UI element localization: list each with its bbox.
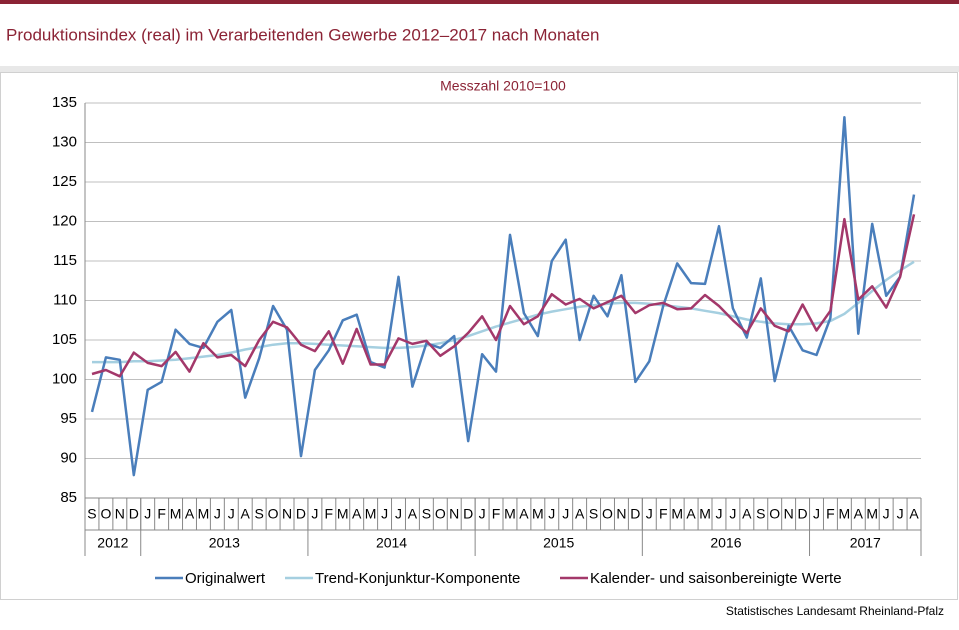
x-tick-label: A	[686, 506, 696, 522]
x-tick-label: D	[463, 506, 473, 522]
x-tick-label: A	[854, 506, 864, 522]
x-tick-label: J	[395, 506, 402, 522]
x-tick-label: A	[575, 506, 585, 522]
x-tick-label: D	[296, 506, 306, 522]
x-tick-label: N	[449, 506, 459, 522]
x-tick-label: J	[813, 506, 820, 522]
x-tick-label: O	[769, 506, 780, 522]
x-tick-label: O	[100, 506, 111, 522]
x-tick-label: J	[646, 506, 653, 522]
x-tick-label: M	[337, 506, 349, 522]
x-tick-label: A	[352, 506, 362, 522]
x-tick-label: F	[325, 506, 334, 522]
x-tick-label: J	[479, 506, 486, 522]
x-tick-label: S	[589, 506, 598, 522]
top-bar	[0, 0, 959, 4]
x-tick-label: J	[214, 506, 221, 522]
x-tick-label: S	[422, 506, 431, 522]
x-tick-label: J	[548, 506, 555, 522]
legend-label: Trend-Konjunktur-Komponente	[315, 570, 520, 587]
x-tick-label: J	[144, 506, 151, 522]
x-tick-label: A	[909, 506, 919, 522]
year-label: 2015	[543, 535, 574, 551]
x-tick-label: S	[254, 506, 263, 522]
y-tick-label: 110	[53, 291, 77, 308]
x-tick-label: M	[365, 506, 377, 522]
y-tick-label: 90	[60, 449, 77, 466]
x-tick-label: A	[185, 506, 195, 522]
y-tick-label: 130	[52, 133, 77, 150]
y-tick-label: 85	[60, 489, 77, 506]
x-tick-label: O	[435, 506, 446, 522]
x-tick-label: J	[228, 506, 235, 522]
x-tick-label: M	[839, 506, 851, 522]
y-tick-label: 105	[52, 331, 77, 348]
series-line	[91, 214, 916, 378]
chart-frame	[0, 72, 958, 600]
chart-subtitle: Messzahl 2010=100	[440, 78, 566, 94]
x-tick-label: O	[602, 506, 613, 522]
chart-title: Produktionsindex (real) im Verarbeitende…	[6, 25, 600, 44]
year-label: 2016	[710, 535, 741, 551]
y-tick-label: 135	[52, 94, 77, 111]
x-tick-label: J	[715, 506, 722, 522]
x-tick-label: M	[170, 506, 182, 522]
year-label: 2012	[97, 535, 128, 551]
year-label: 2013	[209, 535, 240, 551]
y-tick-label: 115	[53, 252, 77, 269]
x-tick-label: D	[630, 506, 640, 522]
source: Statistisches Landesamt Rheinland-Pfalz	[726, 604, 944, 618]
x-tick-label: S	[756, 506, 765, 522]
x-tick-label: A	[408, 506, 418, 522]
year-label: 2014	[376, 535, 407, 551]
separator	[0, 66, 959, 72]
x-tick-label: F	[492, 506, 501, 522]
legend-label: Kalender- und saisonbereinigte Werte	[590, 570, 842, 587]
x-tick-label: J	[562, 506, 569, 522]
x-tick-label: M	[198, 506, 210, 522]
x-tick-label: F	[157, 506, 166, 522]
x-tick-label: N	[616, 506, 626, 522]
y-tick-label: 120	[52, 212, 77, 229]
x-tick-label: A	[241, 506, 251, 522]
x-tick-label: M	[699, 506, 711, 522]
x-tick-label: N	[784, 506, 794, 522]
x-tick-label: M	[866, 506, 878, 522]
legend-label: Originalwert	[185, 570, 266, 587]
series-line	[90, 115, 916, 477]
y-tick-label: 100	[52, 370, 77, 387]
x-tick-label: N	[115, 506, 125, 522]
y-tick-label: 95	[60, 410, 77, 427]
x-tick-label: D	[798, 506, 808, 522]
x-tick-label: J	[311, 506, 318, 522]
x-tick-label: F	[826, 506, 835, 522]
x-tick-label: J	[897, 506, 904, 522]
x-tick-label: O	[268, 506, 279, 522]
x-tick-label: M	[504, 506, 516, 522]
x-tick-label: S	[87, 506, 96, 522]
x-tick-label: J	[883, 506, 890, 522]
x-tick-label: J	[729, 506, 736, 522]
x-tick-label: A	[742, 506, 752, 522]
x-tick-label: D	[129, 506, 139, 522]
x-tick-label: A	[519, 506, 529, 522]
year-label: 2017	[850, 535, 881, 551]
x-tick-label: J	[381, 506, 388, 522]
x-tick-label: M	[532, 506, 544, 522]
y-tick-label: 125	[52, 173, 77, 190]
x-tick-label: F	[659, 506, 668, 522]
x-tick-label: M	[671, 506, 683, 522]
x-tick-label: N	[282, 506, 292, 522]
